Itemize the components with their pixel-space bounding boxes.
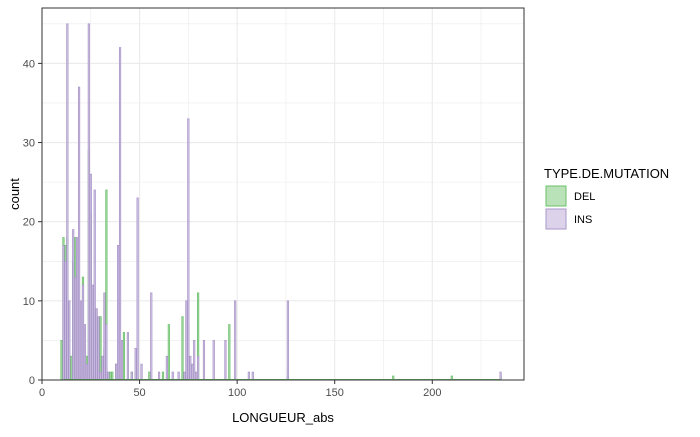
bar-ins <box>107 371 110 381</box>
bar-del <box>122 332 126 381</box>
bar-ins <box>85 363 88 381</box>
bar-ins <box>74 276 77 381</box>
bar-ins <box>83 324 87 381</box>
bar-ins <box>197 355 200 381</box>
bar-ins <box>93 189 96 381</box>
bar-ins <box>191 363 194 381</box>
bar-ins <box>97 316 100 381</box>
bar-ins <box>62 245 65 381</box>
bar-ins <box>202 340 206 381</box>
legend-label-ins: INS <box>574 214 592 226</box>
bar-del <box>228 324 231 381</box>
bar-ins <box>72 229 75 381</box>
axis-ticks: 0 50 100 150 200 0 10 20 30 40 <box>23 58 442 399</box>
grid-lines <box>41 8 524 381</box>
bar-ins <box>76 237 79 381</box>
y-tick-label: 40 <box>23 58 35 70</box>
y-axis-title: count <box>7 178 22 210</box>
bar-ins <box>115 363 118 381</box>
bar-ins <box>286 300 289 381</box>
bar-del <box>111 371 114 381</box>
bar-del <box>70 355 73 381</box>
bar-ins <box>234 300 237 381</box>
bar-ins <box>68 300 71 381</box>
bar-ins <box>79 300 83 381</box>
bar-ins <box>136 197 139 381</box>
bar-ins <box>91 284 94 381</box>
bar-ins <box>171 371 174 381</box>
x-tick-label: 100 <box>228 387 246 399</box>
bar-ins <box>95 308 98 381</box>
bar-ins <box>177 371 180 381</box>
bar-del <box>167 324 170 381</box>
bar-ins <box>158 371 161 381</box>
panel-border <box>41 7 525 381</box>
bar-ins <box>130 371 133 381</box>
y-tick-label: 20 <box>23 217 35 229</box>
bar-ins <box>103 292 106 381</box>
bar-ins <box>81 284 85 381</box>
y-tick-label: 0 <box>29 375 35 387</box>
bar-ins <box>185 300 188 381</box>
legend: TYPE.DE.MUTATION DEL INS <box>544 166 669 230</box>
bar-ins <box>118 47 122 381</box>
bar-del <box>60 340 63 381</box>
bar-ins <box>187 118 190 381</box>
panel-background <box>42 8 524 380</box>
y-tick-label: 10 <box>23 296 35 308</box>
bar-del <box>109 371 112 381</box>
bar-ins <box>150 292 153 381</box>
bar-ins <box>499 371 502 381</box>
bar-ins <box>195 371 198 381</box>
legend-label-del: DEL <box>574 191 595 203</box>
bar-ins <box>89 173 92 381</box>
y-tick-label: 30 <box>23 138 35 150</box>
bar-ins <box>64 260 67 381</box>
bar-ins <box>134 347 137 381</box>
x-tick-label: 200 <box>423 387 441 399</box>
bar-del <box>181 316 184 381</box>
bar-ins <box>183 371 186 381</box>
bar-ins <box>101 355 104 381</box>
bar-ins <box>193 340 196 381</box>
bar-ins <box>247 371 250 381</box>
bar-ins <box>117 245 120 381</box>
bar-ins <box>251 371 254 381</box>
x-tick-label: 150 <box>326 387 344 399</box>
bar-ins <box>99 371 102 381</box>
bar-ins <box>140 363 143 381</box>
bar-ins <box>212 340 215 381</box>
bar-ins <box>224 340 227 381</box>
bar-ins <box>105 324 108 381</box>
x-tick-label: 0 <box>39 387 45 399</box>
x-axis-title: LONGUEUR_abs <box>232 410 334 425</box>
legend-key-ins <box>545 208 567 230</box>
bar-ins <box>120 340 124 381</box>
x-tick-label: 50 <box>133 387 145 399</box>
legend-title: TYPE.DE.MUTATION <box>544 166 669 181</box>
bar-ins <box>87 23 90 381</box>
bar-del <box>99 316 102 381</box>
bar-ins <box>189 355 192 381</box>
bar-ins <box>126 332 129 381</box>
bar-ins <box>77 86 81 381</box>
bar-del <box>161 371 165 381</box>
legend-key-del <box>545 185 567 207</box>
bar-ins <box>165 355 168 381</box>
bar-ins <box>66 23 69 381</box>
bar-del <box>148 371 151 381</box>
